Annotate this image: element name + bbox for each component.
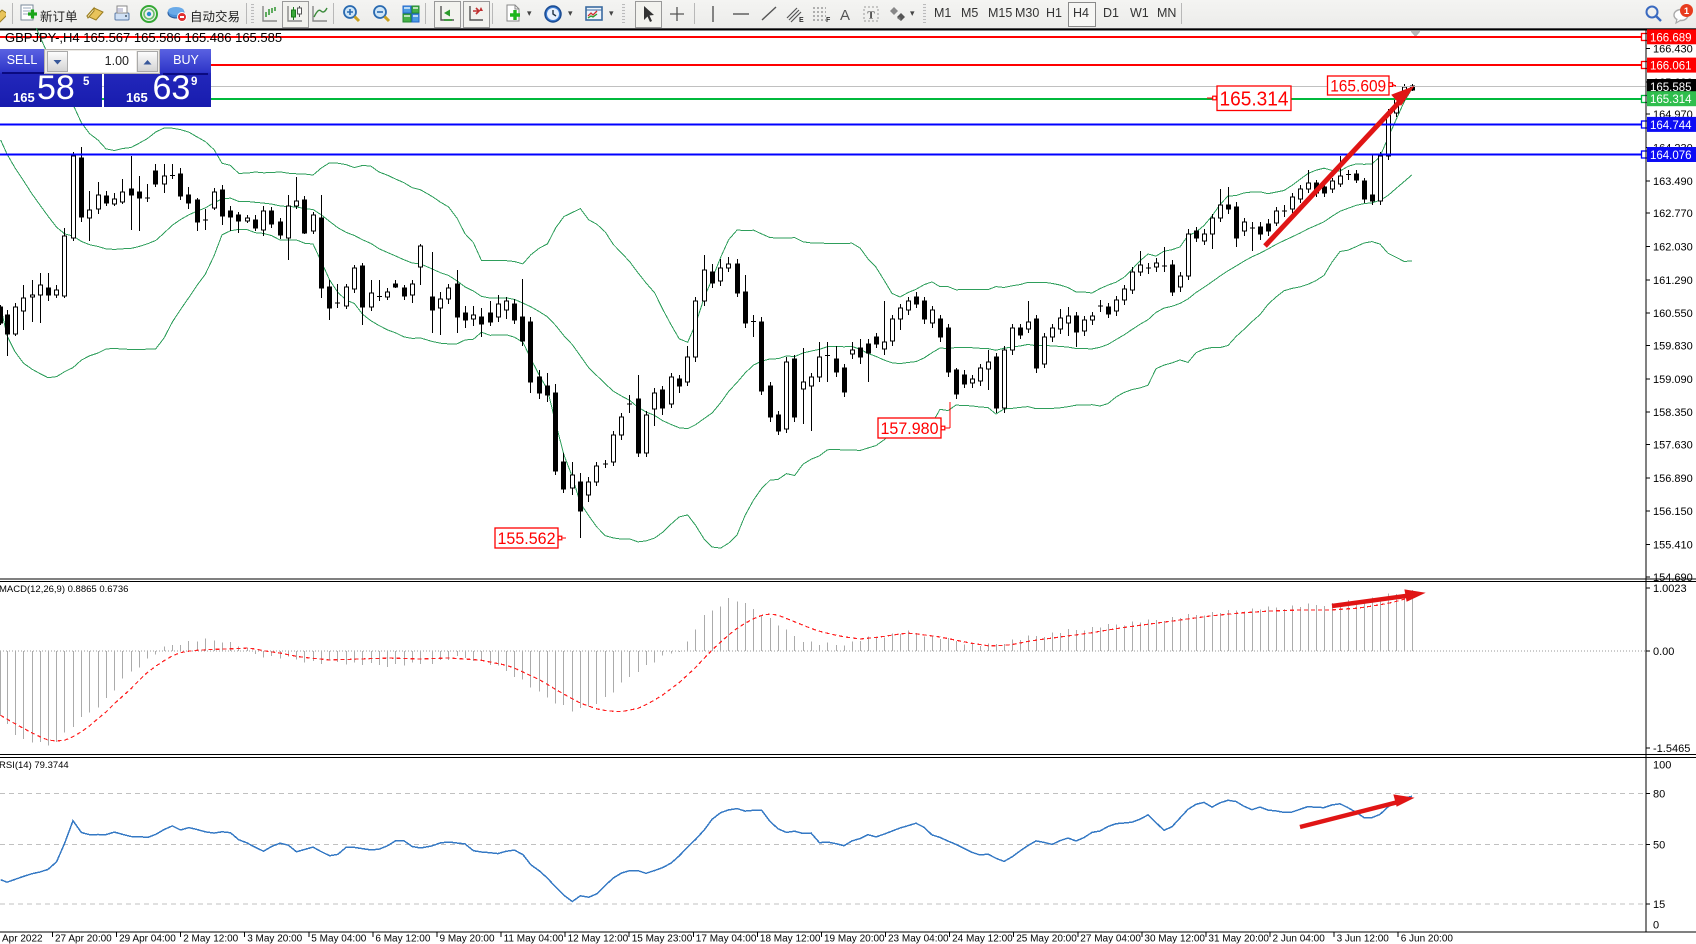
svg-text:3 Jun 12:00: 3 Jun 12:00: [1337, 934, 1390, 944]
svg-text:30 May 12:00: 30 May 12:00: [1144, 934, 1205, 944]
svg-text:18 May 12:00: 18 May 12:00: [760, 934, 821, 944]
svg-text:165.314: 165.314: [1650, 94, 1692, 106]
svg-text:155.410: 155.410: [1653, 540, 1693, 552]
svg-text:157.980: 157.980: [881, 420, 939, 438]
svg-text:166.061: 166.061: [1650, 61, 1692, 73]
svg-text:1: 1: [1684, 6, 1690, 17]
svg-text:164.744: 164.744: [1650, 120, 1692, 132]
svg-text:9 May 20:00: 9 May 20:00: [440, 934, 495, 944]
svg-text:159.830: 159.830: [1653, 341, 1693, 353]
svg-text:0: 0: [1653, 920, 1659, 932]
svg-text:27 Apr 20:00: 27 Apr 20:00: [55, 934, 112, 944]
svg-text:162.770: 162.770: [1653, 208, 1693, 220]
svg-text:154.690: 154.690: [1653, 572, 1693, 584]
svg-text:165.585: 165.585: [1650, 82, 1692, 94]
svg-text:GBPJPY-,H4 165.567 165.586 16: GBPJPY-,H4 165.567 165.586 165.486 165.5…: [5, 30, 282, 45]
svg-text:E: E: [799, 17, 804, 24]
svg-text:MACD(12,26,9) 0.8865 0.6736: MACD(12,26,9) 0.8865 0.6736: [0, 584, 128, 595]
svg-text:158.350: 158.350: [1653, 407, 1693, 419]
svg-text:165.609: 165.609: [1330, 77, 1386, 95]
svg-text:15: 15: [1653, 899, 1665, 911]
svg-text:6 May 12:00: 6 May 12:00: [375, 934, 430, 944]
svg-text:2 May 12:00: 2 May 12:00: [183, 934, 238, 944]
svg-text:2 Jun 04:00: 2 Jun 04:00: [1273, 934, 1326, 944]
svg-text:164.076: 164.076: [1650, 150, 1692, 162]
svg-text:166.430: 166.430: [1653, 44, 1693, 56]
svg-text:Apr 2022: Apr 2022: [2, 934, 43, 944]
svg-text:161.290: 161.290: [1653, 275, 1693, 287]
svg-text:166.689: 166.689: [1650, 32, 1692, 44]
svg-text:163.490: 163.490: [1653, 176, 1693, 188]
svg-text:1.0023: 1.0023: [1653, 583, 1687, 595]
svg-text:156.150: 156.150: [1653, 506, 1693, 518]
svg-text:15 May 23:00: 15 May 23:00: [632, 934, 693, 944]
svg-text:5 May 04:00: 5 May 04:00: [311, 934, 366, 944]
svg-text:156.890: 156.890: [1653, 473, 1693, 485]
svg-text:-1.5465: -1.5465: [1653, 743, 1690, 755]
svg-text:0.00: 0.00: [1653, 646, 1674, 658]
svg-text:24 May 12:00: 24 May 12:00: [952, 934, 1013, 944]
svg-text:17 May 04:00: 17 May 04:00: [696, 934, 757, 944]
svg-text:F: F: [826, 17, 831, 24]
svg-text:100: 100: [1653, 760, 1671, 772]
svg-text:157.630: 157.630: [1653, 440, 1693, 452]
svg-text:50: 50: [1653, 840, 1665, 852]
svg-text:159.090: 159.090: [1653, 374, 1693, 386]
svg-text:T: T: [867, 10, 875, 22]
svg-text:RSI(14) 79.3744: RSI(14) 79.3744: [0, 760, 69, 771]
svg-text:A: A: [840, 7, 850, 24]
svg-text:160.550: 160.550: [1653, 308, 1693, 320]
svg-text:12 May 12:00: 12 May 12:00: [568, 934, 629, 944]
svg-text:80: 80: [1653, 788, 1665, 800]
svg-text:31 May 20:00: 31 May 20:00: [1208, 934, 1269, 944]
svg-text:23 May 04:00: 23 May 04:00: [888, 934, 949, 944]
svg-text:11 May 04:00: 11 May 04:00: [504, 934, 564, 944]
svg-text:29 Apr 04:00: 29 Apr 04:00: [119, 934, 176, 944]
svg-text:3 May 20:00: 3 May 20:00: [247, 934, 302, 944]
svg-text:25 May 20:00: 25 May 20:00: [1016, 934, 1077, 944]
svg-text:19 May 20:00: 19 May 20:00: [824, 934, 885, 944]
svg-text:6 Jun 20:00: 6 Jun 20:00: [1401, 934, 1454, 944]
svg-text:155.562: 155.562: [498, 530, 556, 548]
svg-text:165.314: 165.314: [1220, 89, 1289, 111]
svg-text:162.030: 162.030: [1653, 242, 1693, 254]
svg-text:27 May 04:00: 27 May 04:00: [1080, 934, 1141, 944]
